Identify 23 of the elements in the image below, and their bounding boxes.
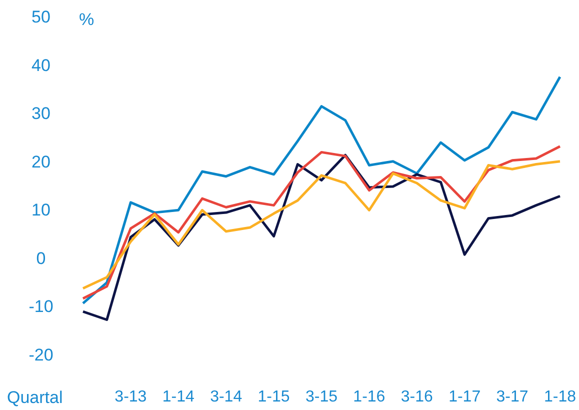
line-series: [82, 145, 562, 300]
y-tick-label: 20: [32, 152, 50, 172]
y-axis-title: %: [79, 10, 94, 29]
line-series: [82, 160, 562, 290]
x-tick-label: 3-16: [400, 388, 433, 406]
y-tick-label: -20: [28, 346, 54, 364]
line-series: [82, 76, 562, 305]
x-tick-label: 3-14: [210, 388, 242, 406]
y-tick-label: 10: [32, 200, 50, 220]
x-tick-label: 3-17: [496, 388, 528, 406]
x-tick-label: 3-15: [305, 388, 338, 406]
y-tick-label: 50: [32, 8, 50, 26]
x-tick-label: 1-15: [258, 388, 290, 406]
y-tick-label: 40: [32, 56, 50, 75]
x-tick-label: 3-13: [114, 388, 147, 406]
y-tick-label: 0: [36, 248, 46, 268]
x-tick-label: 1-14: [162, 388, 195, 406]
y-tick-label: -10: [28, 297, 54, 316]
x-tick-label: 1-17: [448, 388, 481, 406]
y-tick-label: 30: [32, 104, 50, 124]
x-tick-label: 1-18: [544, 388, 576, 406]
x-axis-title: Quartal: [7, 388, 63, 407]
x-tick-label: 1-16: [353, 388, 386, 406]
